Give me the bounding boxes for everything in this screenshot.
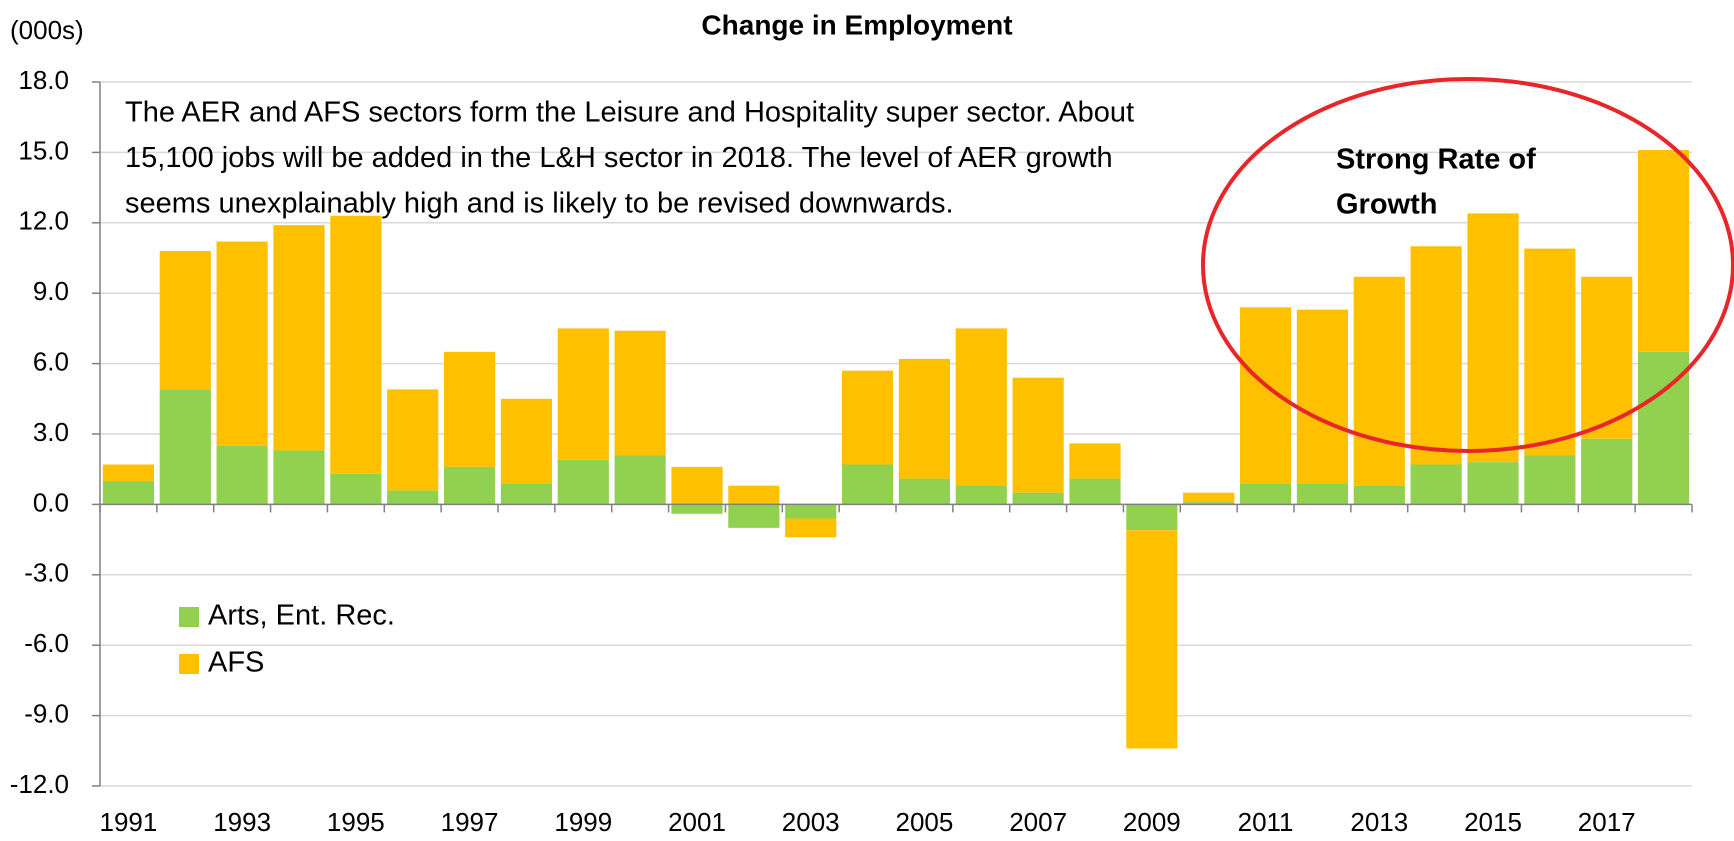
bar-segment: [500, 398, 553, 484]
y-tick-label: 0.0: [33, 487, 69, 517]
x-tick-label: 1991: [100, 807, 158, 837]
x-tick-label: 2011: [1238, 807, 1294, 837]
bar-segment: [1524, 248, 1576, 456]
bar-segment: [387, 490, 439, 505]
bar-segment: [1183, 492, 1235, 503]
x-tick-label: 2005: [896, 807, 954, 837]
bar-segment: [443, 466, 496, 505]
bar-segment: [1353, 485, 1405, 505]
y-tick-label: 15.0: [18, 135, 69, 165]
highlight-label: Strong Rate of: [1336, 144, 1536, 176]
y-tick-label: 6.0: [33, 346, 69, 376]
bar-segment: [1410, 464, 1462, 505]
annotation: 15,100 jobs will be added in the L&H sec…: [125, 142, 1113, 174]
x-tick-label: 1997: [441, 807, 499, 837]
bar-segment: [557, 459, 609, 505]
bar-segment: [216, 445, 268, 505]
x-tick-label: 2017: [1578, 807, 1636, 837]
y-tick-label: -9.0: [24, 698, 69, 728]
bar-segment: [898, 478, 951, 505]
legend-label: AFS: [208, 647, 264, 679]
bar-segment: [728, 504, 780, 528]
y-tick-label: -3.0: [24, 558, 69, 588]
x-tick-label: 2007: [1009, 807, 1067, 837]
bar-segment: [1069, 478, 1121, 505]
y-tick-label: -6.0: [24, 628, 69, 658]
bar-segment: [955, 328, 1007, 486]
bar-segment: [841, 464, 894, 505]
bar-segment: [102, 480, 155, 505]
bar-segment: [1581, 438, 1633, 505]
bar-segment: [1296, 309, 1349, 484]
bar-segment: [102, 464, 155, 481]
bar-segment: [159, 389, 211, 505]
y-tick-label: 12.0: [18, 206, 69, 236]
legend-swatch: [179, 607, 199, 627]
x-tick-label: 2009: [1123, 807, 1181, 837]
bar-segment: [1524, 455, 1576, 505]
bar-segment: [1637, 150, 1690, 352]
bar-segment: [728, 485, 780, 505]
bar-segment: [841, 370, 894, 465]
bar-segment: [1239, 307, 1292, 484]
bar-segment: [614, 330, 666, 456]
bar-segment: [1069, 443, 1121, 479]
x-tick-label: 1995: [327, 807, 385, 837]
legend-swatch: [179, 654, 199, 674]
bar-segment: [273, 450, 325, 505]
bar-segment: [785, 518, 837, 538]
legend-label: Arts, Ent. Rec.: [208, 600, 395, 632]
bar-segment: [1410, 246, 1462, 465]
bar-segment: [330, 473, 382, 505]
x-tick-label: 2013: [1350, 807, 1408, 837]
bar-segment: [1239, 483, 1292, 505]
bar-segment: [671, 466, 723, 505]
bar-segment: [955, 485, 1007, 505]
y-tick-label: 18.0: [18, 65, 69, 95]
y-tick-label: 9.0: [33, 276, 69, 306]
x-tick-label: 2003: [782, 807, 840, 837]
bar-segment: [1467, 462, 1519, 505]
annotation: The AER and AFS sectors form the Leisure…: [125, 97, 1134, 129]
bar-segment: [557, 328, 609, 460]
chart-title: Change in Employment: [701, 9, 1012, 40]
x-tick-label: 2015: [1464, 807, 1522, 837]
bar-segment: [387, 389, 439, 491]
bar-segment: [1126, 530, 1178, 749]
y-tick-label: 3.0: [33, 417, 69, 447]
bar-segment: [671, 504, 723, 514]
y-unit-label: (000s): [10, 15, 84, 45]
bar-segment: [1581, 276, 1633, 439]
y-tick-label: -12.0: [10, 769, 69, 799]
bar-segment: [1012, 377, 1064, 493]
bar-segment: [1126, 504, 1178, 531]
bar-segment: [216, 241, 268, 446]
bar-segment: [159, 250, 211, 390]
highlight-label: Growth: [1336, 189, 1438, 221]
bar-segment: [1467, 213, 1519, 463]
x-tick-label: 2001: [668, 807, 726, 837]
bar-segment: [614, 455, 666, 505]
bar-segment: [273, 225, 325, 451]
bar-segment: [443, 351, 496, 467]
x-tick-label: 1999: [554, 807, 612, 837]
bar-segment: [898, 358, 951, 479]
bar-segment: [330, 215, 382, 474]
highlight-ellipse: [1201, 77, 1734, 453]
bar-segment: [785, 504, 837, 519]
bar-segment: [1012, 492, 1064, 505]
bar-segment: [1353, 276, 1405, 486]
annotation: seems unexplainably high and is likely t…: [125, 188, 954, 220]
bar-segment: [1183, 502, 1235, 505]
x-tick-label: 1993: [213, 807, 271, 837]
bar-segment: [1296, 483, 1349, 505]
bar-segment: [500, 483, 553, 505]
